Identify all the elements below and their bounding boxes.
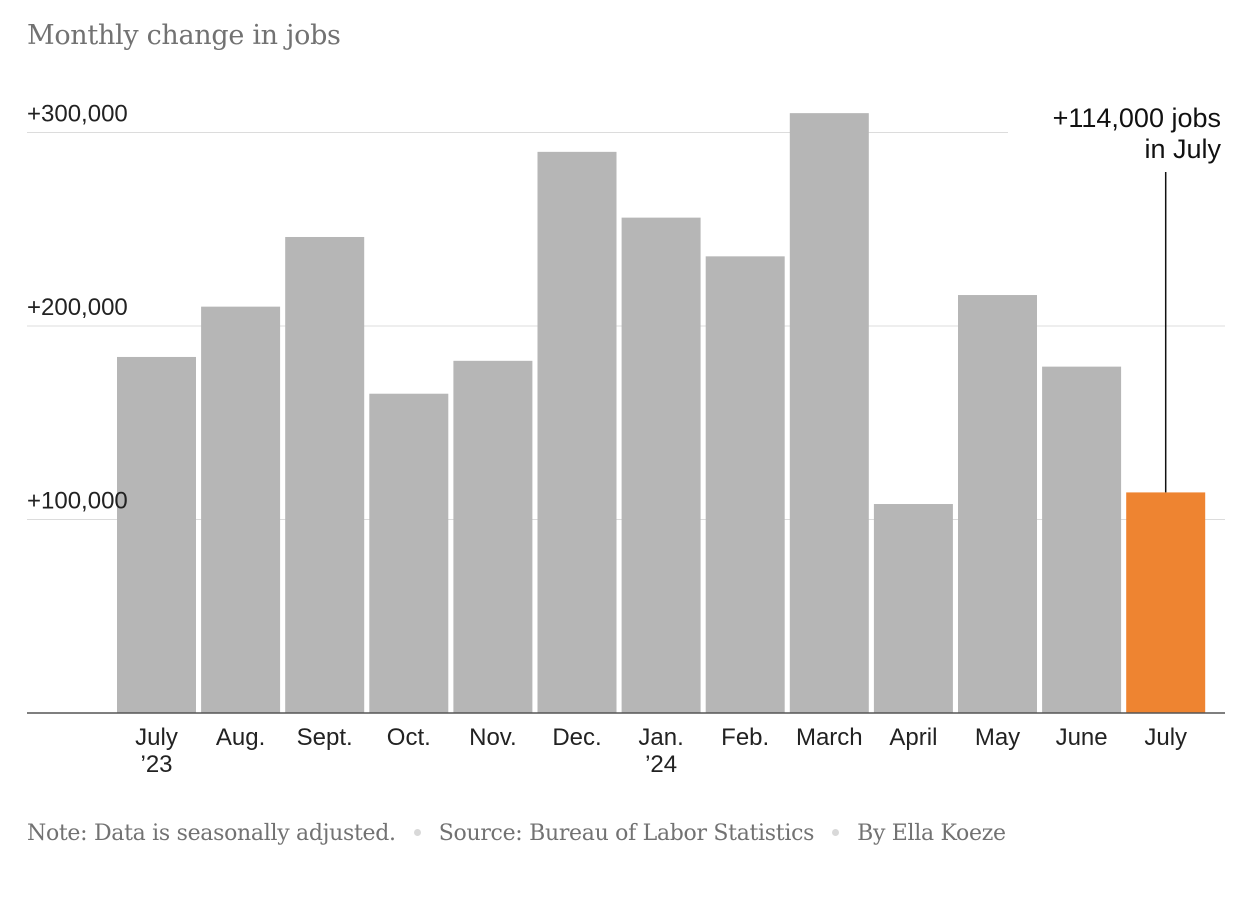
annotation: +114,000 jobs in July	[1053, 103, 1222, 493]
separator-dot	[413, 828, 421, 836]
x-tick-label: Nov.	[469, 724, 517, 751]
bar	[789, 113, 869, 713]
bar	[1042, 366, 1122, 713]
separator-dot	[832, 828, 840, 836]
annotation-label: +114,000 jobs in July	[1053, 103, 1222, 164]
y-tick-label: +300,000	[27, 101, 128, 128]
bar	[117, 356, 196, 713]
axes: +100,000 +200,000 +300,000 July ’23 Aug. Sept.…	[27, 101, 1225, 778]
y-tick-label: +200,000	[27, 294, 128, 321]
bar	[201, 306, 281, 713]
bar	[705, 256, 785, 713]
bar	[285, 236, 365, 714]
x-tick-label: Dec.	[552, 724, 601, 751]
footer-byline: By Ella Koeze	[857, 821, 1006, 846]
x-tick-label: April	[889, 724, 937, 751]
x-tick-label: March	[796, 724, 863, 751]
bar-chart: +100,000 +200,000 +300,000 July ’23 Aug. Sept.…	[27, 101, 1225, 778]
y-tick-label: +100,000	[27, 488, 128, 515]
x-tick-label: July ’23	[135, 724, 178, 778]
x-tick-label: June	[1056, 724, 1108, 751]
bar	[621, 217, 701, 713]
bar	[537, 151, 617, 714]
footer-note: Note: Data is seasonally adjusted.	[27, 821, 396, 846]
x-tick-label: July	[1144, 724, 1187, 751]
bar-highlight	[1126, 492, 1206, 713]
x-tick-label: Feb.	[721, 724, 769, 751]
x-tick-label: May	[975, 724, 1020, 751]
bar	[873, 504, 953, 713]
chart-title: Monthly change in jobs	[27, 20, 341, 51]
x-tick-label: Sept.	[297, 724, 353, 751]
chart-footer: Note: Data is seasonally adjusted. Source…	[27, 821, 1006, 846]
x-tick-label: Oct.	[387, 724, 431, 751]
bar	[453, 360, 533, 713]
bar	[958, 295, 1037, 713]
bar	[369, 393, 449, 713]
footer-source: Source: Bureau of Labor Statistics	[438, 821, 815, 846]
x-tick-label: Aug.	[216, 724, 265, 751]
bars	[117, 113, 1206, 714]
x-tick-label: Jan. ’24	[638, 724, 683, 778]
